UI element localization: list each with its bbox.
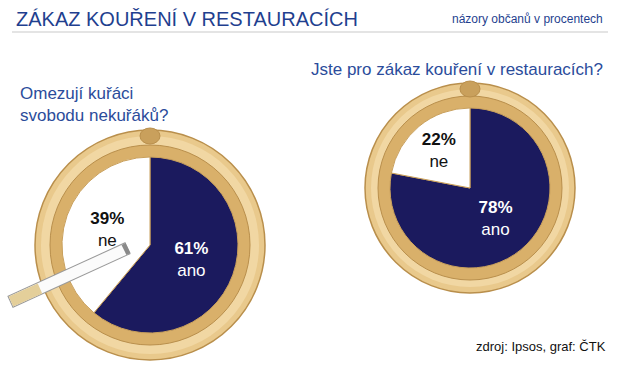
svg-text:78%ano: 78%ano [478,198,512,239]
svg-text:zdroj: Ipsos, graf: ČTK: zdroj: Ipsos, graf: ČTK [476,339,606,354]
svg-text:39%ne: 39%ne [90,209,124,250]
svg-text:Jste pro zákaz kouření v resta: Jste pro zákaz kouření v restauracích? [311,60,603,79]
svg-text:Omezují kuřácisvobodu nekuřáků: Omezují kuřácisvobodu nekuřáků? [20,84,168,125]
svg-text:22%ne: 22%ne [422,130,456,171]
svg-text:61%ano: 61%ano [174,239,208,280]
svg-text:názory občanů v procentech: názory občanů v procentech [452,12,603,26]
svg-text:ZÁKAZ KOUŘENÍ V RESTAURACÍCH: ZÁKAZ KOUŘENÍ V RESTAURACÍCH [16,8,358,30]
